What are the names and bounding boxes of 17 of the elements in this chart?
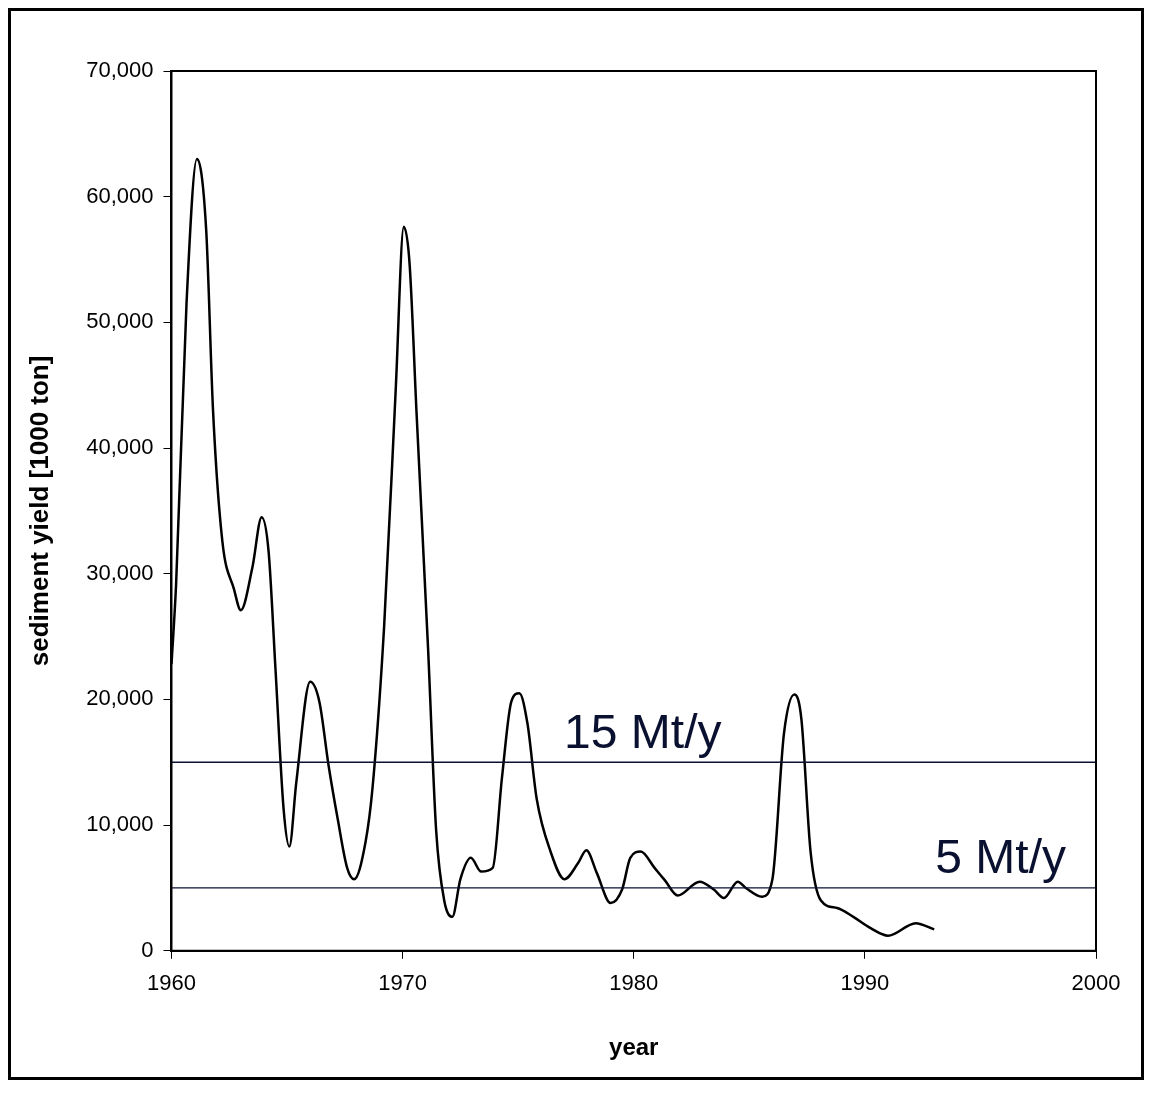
ref-line-label: 5 Mt/y (935, 830, 1066, 884)
y-tick-label: 50,000 (86, 308, 154, 334)
x-tick-label: 2000 (1071, 970, 1121, 996)
x-tick-label: 1990 (840, 970, 890, 996)
x-tick-label: 1980 (609, 970, 659, 996)
y-tick-label: 30,000 (86, 559, 154, 585)
x-tick-label: 1960 (147, 970, 196, 996)
y-tick-label: 20,000 (86, 685, 154, 711)
y-tick-label: 40,000 (86, 434, 154, 460)
y-tick-label: 0 (141, 936, 154, 962)
x-axis-title: year (609, 1033, 659, 1061)
y-tick-label: 60,000 (86, 182, 154, 208)
y-axis-title: sediment yield [1000 ton] (23, 355, 54, 667)
y-tick-label: 70,000 (86, 57, 154, 83)
x-tick-label: 1970 (378, 970, 428, 996)
ref-line-label: 15 Mt/y (564, 704, 722, 758)
y-tick-label: 10,000 (86, 811, 154, 837)
